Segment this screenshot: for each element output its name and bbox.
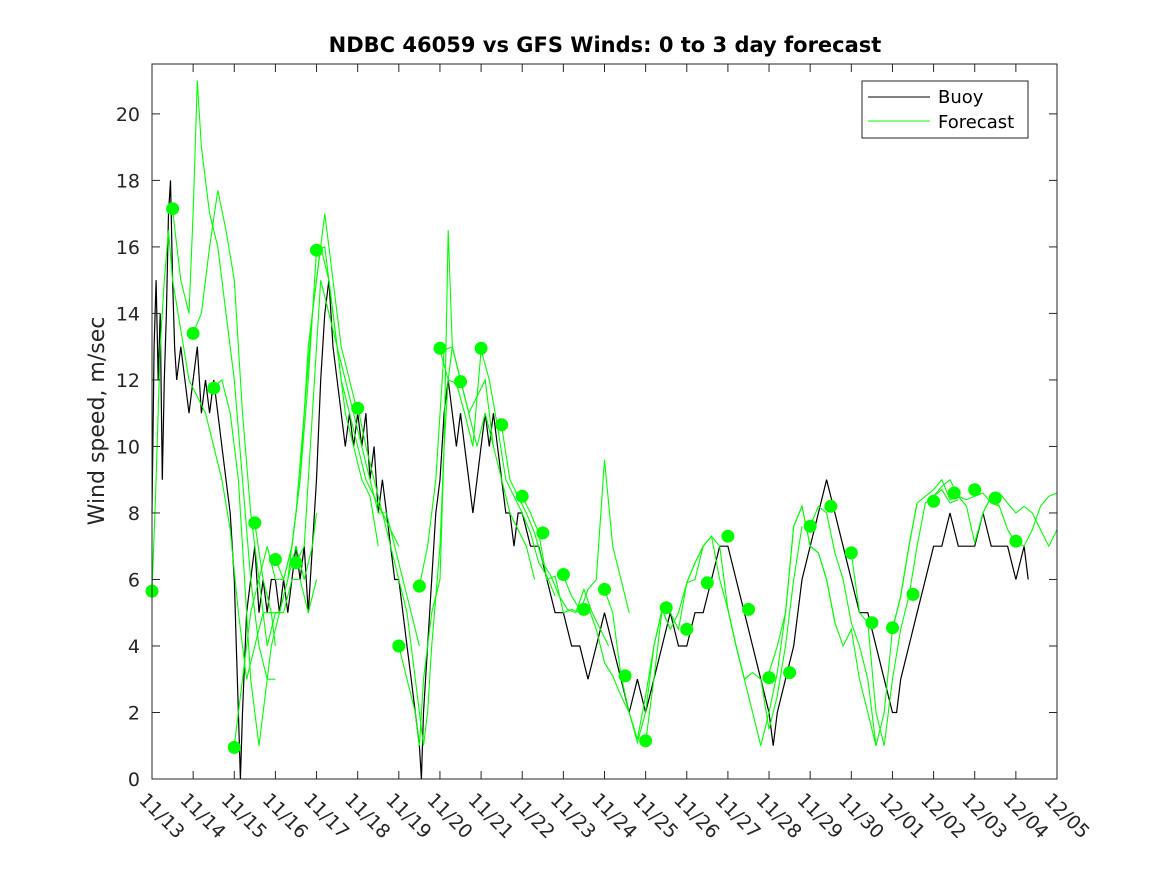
forecast-marker (556, 568, 570, 581)
forecast-run-line (850, 488, 959, 746)
forecast-marker (577, 602, 591, 616)
forecast-run-line (521, 459, 630, 614)
forecast-marker (988, 491, 1002, 505)
y-tick-label: 8 (128, 503, 140, 525)
forecast-marker (680, 622, 694, 636)
forecast-marker (227, 740, 241, 754)
forecast-marker (968, 483, 982, 497)
forecast-marker (824, 499, 838, 513)
forecast-run-line (192, 190, 318, 647)
forecast-marker (762, 671, 776, 685)
forecast-marker (166, 202, 180, 216)
forecast-run-line (768, 504, 877, 746)
forecast-marker (721, 529, 735, 543)
legend-forecast-label: Forecast (938, 112, 1014, 133)
forecast-marker (433, 341, 447, 355)
forecast-marker (186, 326, 200, 340)
forecast-run-line (254, 246, 379, 614)
forecast-marker (844, 546, 858, 560)
forecast-run-line (974, 492, 1058, 548)
forecast-marker (659, 601, 673, 615)
y-tick-label: 14 (116, 303, 140, 325)
forecast-marker (886, 621, 899, 635)
forecast-series-layer (151, 80, 1058, 746)
forecast-marker (310, 243, 323, 257)
forecast-marker (865, 616, 879, 630)
forecast-marker (906, 587, 920, 601)
legend-box (861, 80, 1029, 139)
chart-title: NDBC 46059 vs GFS Winds: 0 to 3 day fore… (329, 33, 882, 57)
forecast-marker (639, 734, 653, 748)
forecast-marker (454, 375, 467, 389)
forecast-marker (351, 401, 365, 415)
forecast-marker (289, 556, 303, 570)
forecast-marker (618, 669, 632, 683)
forecast-marker (803, 519, 817, 533)
forecast-run-line (213, 378, 318, 746)
forecast-run-line (603, 535, 712, 745)
plot-background (152, 64, 1057, 779)
forecast-marker (742, 602, 755, 616)
y-tick-label: 2 (128, 702, 140, 724)
forecast-marker (947, 486, 961, 500)
forecast-marker-layer (145, 202, 1023, 754)
forecast-marker (412, 579, 426, 593)
legend: Buoy Forecast (861, 80, 1029, 139)
y-axis-label: Wind speed, m/sec (85, 317, 110, 526)
forecast-marker (474, 341, 488, 355)
forecast-marker (248, 516, 262, 530)
forecast-marker (392, 639, 406, 653)
forecast-marker (1009, 534, 1023, 548)
forecast-run-line (295, 280, 420, 647)
y-tick-label: 20 (116, 104, 140, 126)
plot-area (145, 63, 1058, 780)
forecast-marker (598, 582, 611, 596)
forecast-marker (207, 381, 221, 395)
y-tick-label: 12 (116, 370, 140, 392)
y-tick-label: 16 (116, 237, 140, 259)
forecast-marker (783, 666, 797, 680)
y-tick-label: 18 (116, 170, 140, 192)
y-tick-label: 4 (128, 636, 140, 658)
forecast-run-line (151, 230, 276, 680)
forecast-marker (495, 418, 509, 432)
forecast-run-line (172, 80, 276, 680)
y-tick-label: 10 (116, 436, 140, 458)
forecast-marker (515, 489, 529, 503)
forecast-marker (700, 576, 714, 590)
y-axis: 0 2 4 6 8 10 12 14 16 18 20 (116, 104, 1057, 791)
buoy-line (151, 180, 1029, 780)
forecast-marker (268, 553, 282, 566)
y-tick-label: 6 (128, 569, 140, 591)
legend-buoy-label: Buoy (938, 87, 984, 108)
forecast-marker (536, 526, 550, 540)
y-tick-label: 0 (128, 769, 140, 791)
buoy-series-layer (151, 180, 1029, 780)
forecast-marker (927, 494, 941, 508)
